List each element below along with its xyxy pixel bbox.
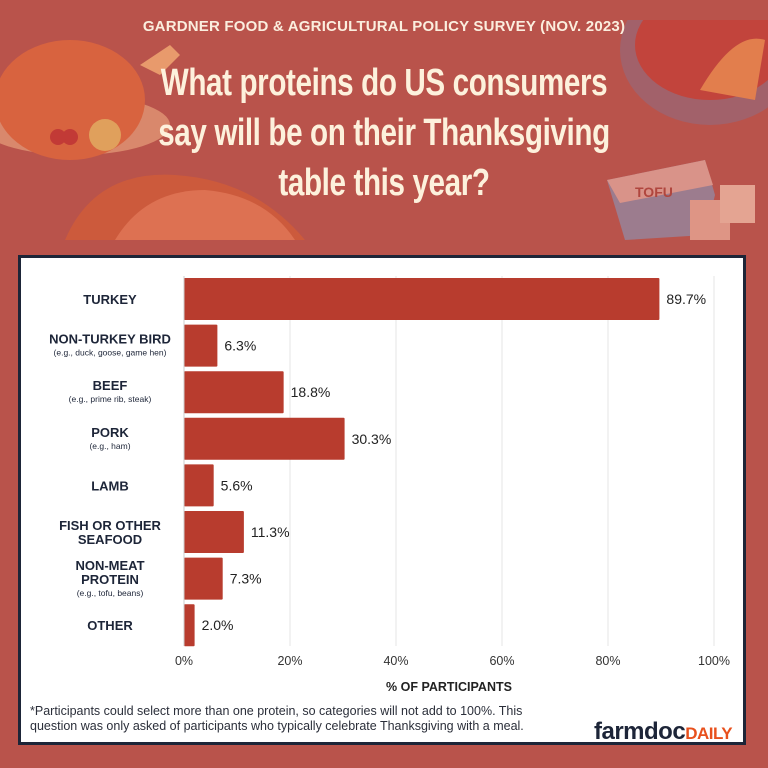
x-tick-label: 20% (277, 654, 302, 668)
logo-part1: farmdoc (594, 718, 686, 745)
salmon-plate-illustration (620, 20, 768, 125)
x-tick-label: 80% (595, 654, 620, 668)
bar (184, 278, 660, 320)
category-sublabel: (e.g., duck, goose, game hen) (54, 348, 167, 358)
data-label: 30.3% (352, 431, 392, 447)
bar (184, 464, 214, 507)
footnote: *Participants could select more than one… (30, 704, 524, 733)
data-label: 6.3% (224, 338, 256, 354)
data-label: 7.3% (230, 571, 262, 587)
category-label: SEAFOOD (78, 532, 142, 547)
bar (184, 417, 345, 460)
category-label: PORK (91, 425, 129, 440)
category-label: OTHER (87, 618, 133, 633)
category-label: NON-MEAT (75, 558, 144, 573)
tofu-illustration: TOFU (607, 160, 755, 240)
bar-chart: 0% 20% 40% 60% 80% 100% % OF PARTICIPANTS 89.7%… (49, 276, 730, 694)
turkey-illustration (0, 40, 180, 160)
category-label: LAMB (91, 478, 129, 493)
bar (184, 324, 218, 367)
bar (184, 604, 195, 647)
data-label: 2.0% (202, 617, 234, 633)
farmdoc-daily-logo: farmdocDAILY (594, 718, 733, 746)
category-sublabel: (e.g., prime rib, steak) (69, 394, 152, 404)
chart-title: What proteins do US consumers say will b… (158, 62, 610, 204)
category-label: PROTEIN (81, 572, 139, 587)
chart-panel: 0% 20% 40% 60% 80% 100% % OF PARTICIPANTS 89.7%… (18, 255, 746, 745)
data-label: 5.6% (221, 477, 253, 493)
x-tick-label: 100% (698, 654, 730, 668)
bar (184, 557, 223, 600)
survey-subtitle: GARDNER FOOD & AGRICULTURAL POLICY SURVE… (142, 18, 626, 35)
x-axis-label: % OF PARTICIPANTS (386, 680, 512, 694)
x-tick-label: 0% (175, 654, 193, 668)
category-sublabel: (e.g., ham) (89, 441, 130, 451)
category-sublabel: (e.g., tofu, beans) (77, 588, 144, 598)
logo-part2: DAILY (685, 724, 733, 743)
bar (184, 511, 244, 553)
data-label: 89.7% (666, 291, 706, 307)
bar (184, 371, 284, 414)
category-label: BEEF (93, 378, 128, 393)
data-label: 18.8% (291, 384, 331, 400)
category-label: NON-TURKEY BIRD (49, 332, 171, 347)
x-tick-label: 60% (489, 654, 514, 668)
category-label: TURKEY (83, 292, 137, 307)
data-label: 11.3% (251, 524, 290, 540)
ham-illustration (65, 174, 305, 240)
tofu-label: TOFU (635, 184, 673, 200)
category-label: FISH OR OTHER (59, 518, 161, 533)
x-tick-label: 40% (383, 654, 408, 668)
